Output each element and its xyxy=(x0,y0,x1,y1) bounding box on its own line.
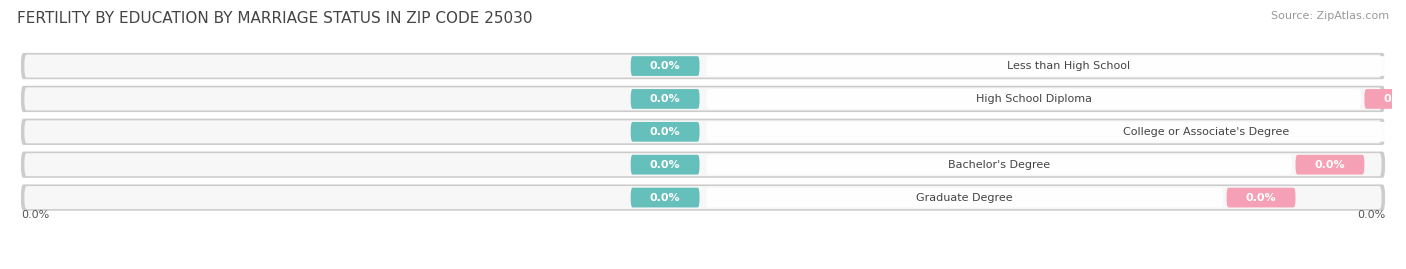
Text: 0.0%: 0.0% xyxy=(650,160,681,170)
Text: 0.0%: 0.0% xyxy=(650,94,681,104)
FancyBboxPatch shape xyxy=(24,186,1382,209)
FancyBboxPatch shape xyxy=(706,155,1292,175)
FancyBboxPatch shape xyxy=(706,122,1406,142)
FancyBboxPatch shape xyxy=(706,56,1406,76)
FancyBboxPatch shape xyxy=(1364,89,1406,109)
Text: 0.0%: 0.0% xyxy=(650,193,681,203)
FancyBboxPatch shape xyxy=(706,89,1361,109)
Text: Bachelor's Degree: Bachelor's Degree xyxy=(948,160,1050,170)
FancyBboxPatch shape xyxy=(1295,155,1364,175)
FancyBboxPatch shape xyxy=(1226,188,1295,207)
FancyBboxPatch shape xyxy=(631,122,700,142)
FancyBboxPatch shape xyxy=(631,188,700,207)
Text: College or Associate's Degree: College or Associate's Degree xyxy=(1123,127,1289,137)
FancyBboxPatch shape xyxy=(24,87,1382,111)
Text: 0.0%: 0.0% xyxy=(1357,210,1385,220)
Text: 0.0%: 0.0% xyxy=(21,210,49,220)
FancyBboxPatch shape xyxy=(21,119,1385,145)
FancyBboxPatch shape xyxy=(24,153,1382,176)
Text: 0.0%: 0.0% xyxy=(1384,94,1406,104)
FancyBboxPatch shape xyxy=(21,53,1385,79)
FancyBboxPatch shape xyxy=(631,155,700,175)
Text: FERTILITY BY EDUCATION BY MARRIAGE STATUS IN ZIP CODE 25030: FERTILITY BY EDUCATION BY MARRIAGE STATU… xyxy=(17,11,533,26)
FancyBboxPatch shape xyxy=(24,120,1382,143)
FancyBboxPatch shape xyxy=(21,86,1385,112)
FancyBboxPatch shape xyxy=(631,56,700,76)
Text: Less than High School: Less than High School xyxy=(1007,61,1129,71)
FancyBboxPatch shape xyxy=(21,151,1385,178)
Text: 0.0%: 0.0% xyxy=(1315,160,1346,170)
Text: 0.0%: 0.0% xyxy=(1246,193,1277,203)
Text: High School Diploma: High School Diploma xyxy=(976,94,1091,104)
FancyBboxPatch shape xyxy=(706,188,1223,207)
Text: 0.0%: 0.0% xyxy=(650,127,681,137)
Text: Source: ZipAtlas.com: Source: ZipAtlas.com xyxy=(1271,11,1389,21)
Text: Graduate Degree: Graduate Degree xyxy=(917,193,1014,203)
FancyBboxPatch shape xyxy=(24,55,1382,77)
Text: 0.0%: 0.0% xyxy=(650,61,681,71)
FancyBboxPatch shape xyxy=(631,89,700,109)
FancyBboxPatch shape xyxy=(21,185,1385,211)
